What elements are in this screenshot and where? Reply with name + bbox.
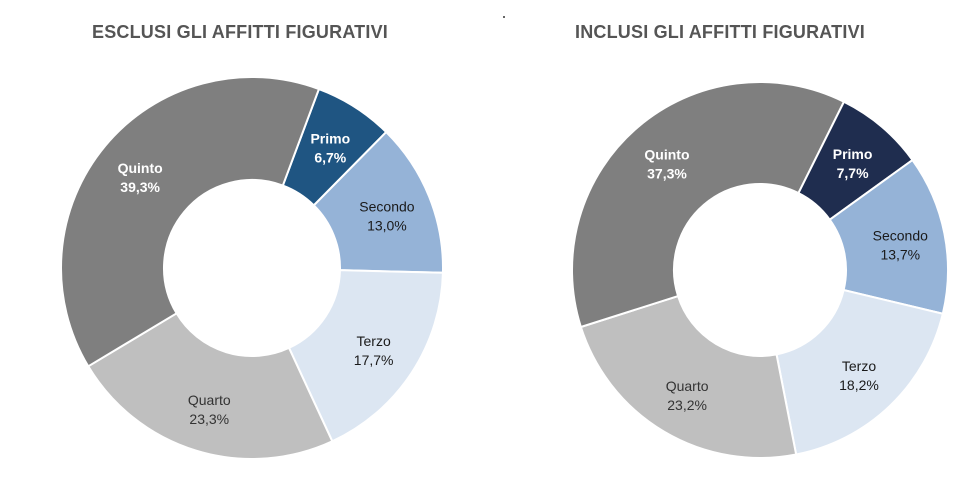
slice-label-quarto: Quarto xyxy=(666,378,709,394)
slice-label-secondo: Secondo xyxy=(359,199,414,215)
slice-label-quinto: Quinto xyxy=(644,146,689,162)
slice-value-secondo: 13,7% xyxy=(880,246,920,262)
slice-label-primo: Primo xyxy=(310,130,350,146)
slice-value-terzo: 17,7% xyxy=(354,352,394,368)
slice-value-terzo: 18,2% xyxy=(839,377,879,393)
chart-title: ESCLUSI GLI AFFITTI FIGURATIVI xyxy=(92,22,388,42)
slice-quarto xyxy=(86,311,334,460)
slice-quarto xyxy=(579,294,798,459)
slice-quinto xyxy=(60,76,321,368)
chart-title: INCLUSI GLI AFFITTI FIGURATIVI xyxy=(575,22,865,42)
slice-value-quinto: 39,3% xyxy=(120,179,160,195)
slice-value-quarto: 23,3% xyxy=(189,411,229,427)
slice-quinto xyxy=(571,81,846,329)
slice-label-quinto: Quinto xyxy=(118,160,163,176)
donut-chart-right: Primo 7,7% Secondo 13,7% Terzo 18,2% Quarto 23,… xyxy=(571,81,949,459)
slice-terzo xyxy=(287,269,444,443)
stray-dot xyxy=(503,16,505,18)
slice-value-quinto: 37,3% xyxy=(647,165,687,181)
slice-label-secondo: Secondo xyxy=(873,227,928,243)
slice-value-primo: 6,7% xyxy=(314,149,346,165)
slice-value-primo: 7,7% xyxy=(837,165,869,181)
slice-terzo xyxy=(775,288,945,456)
slice-label-quarto: Quarto xyxy=(188,392,231,408)
chart-left: ESCLUSI GLI AFFITTI FIGURATIVI Primo 6,7%… xyxy=(60,22,444,460)
slice-secondo xyxy=(828,158,949,315)
chart-right: INCLUSI GLI AFFITTI FIGURATIVI Primo 7,7%… xyxy=(480,0,960,483)
slice-value-quarto: 23,2% xyxy=(667,397,707,413)
slice-label-terzo: Terzo xyxy=(842,358,876,374)
slice-value-secondo: 13,0% xyxy=(367,218,407,234)
slice-label-primo: Primo xyxy=(833,146,873,162)
donut-chart-left: Primo 6,7% Secondo 13,0% Terzo 17,7% Quarto 23,… xyxy=(60,76,444,460)
slice-label-terzo: Terzo xyxy=(357,333,391,349)
